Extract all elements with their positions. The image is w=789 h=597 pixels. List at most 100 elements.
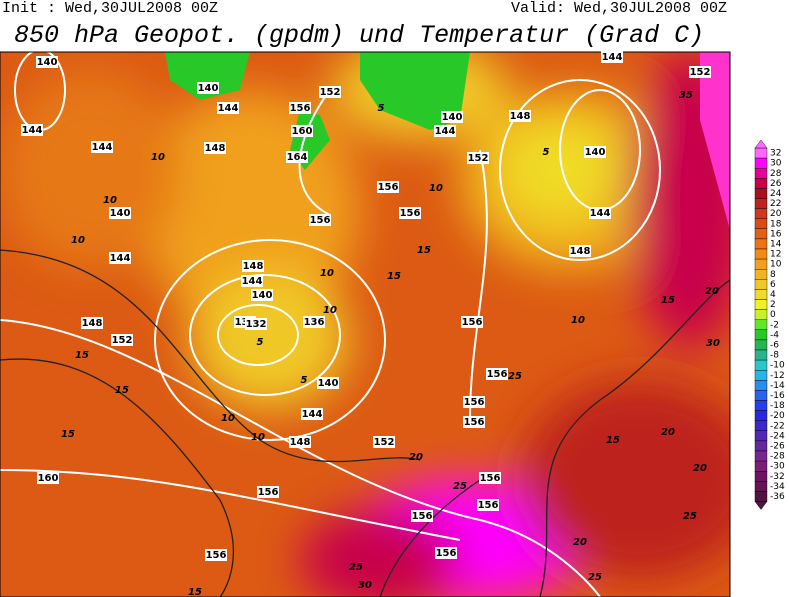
label-box bbox=[303, 316, 325, 328]
temperature-label: 20 bbox=[705, 286, 719, 297]
temperature-label: 10 bbox=[221, 413, 235, 424]
colorbar-cell bbox=[754, 269, 768, 280]
label-box bbox=[441, 111, 463, 123]
label-box bbox=[411, 510, 433, 522]
geopotential-label: 160 bbox=[292, 126, 313, 137]
colorbar-cell bbox=[754, 238, 768, 250]
geopotential-label: 140 bbox=[110, 208, 131, 219]
colorbar-label: 26 bbox=[770, 179, 782, 189]
map-frame bbox=[0, 51, 731, 597]
label-box bbox=[111, 334, 133, 346]
colorbar-cell bbox=[754, 157, 768, 169]
temperature-label: 20 bbox=[693, 463, 707, 474]
temperature-label: 25 bbox=[453, 481, 467, 492]
geopotential-label: 152 bbox=[374, 437, 395, 448]
colorbar-label: 32 bbox=[770, 149, 781, 159]
colorbar-cell bbox=[754, 370, 768, 381]
colorbar-label: -32 bbox=[770, 472, 785, 482]
colorbar-label: -28 bbox=[770, 452, 785, 462]
colorbar-cell bbox=[754, 410, 768, 421]
label-box bbox=[463, 396, 485, 408]
colorbar-label: 12 bbox=[770, 250, 781, 260]
label-box bbox=[434, 125, 456, 137]
colorbar: 32302826242220181614121086420-2-4-6-8-10… bbox=[754, 139, 785, 510]
geopotential-label: 140 bbox=[198, 83, 219, 94]
colorbar-label: -8 bbox=[770, 351, 779, 361]
label-box bbox=[204, 142, 226, 154]
colorbar-label: 20 bbox=[770, 209, 782, 219]
label-box bbox=[509, 110, 531, 122]
temperature-label: 10 bbox=[571, 315, 585, 326]
temperature-label: 30 bbox=[706, 338, 720, 349]
geopotential-label: 160 bbox=[38, 473, 59, 484]
colorbar-cell bbox=[754, 430, 768, 442]
label-box bbox=[467, 152, 489, 164]
label-box bbox=[377, 181, 399, 193]
colorbar-cell bbox=[754, 390, 768, 401]
temperature-label: 10 bbox=[323, 305, 337, 316]
geopotential-label: 144 bbox=[110, 253, 131, 264]
geopotential-label: 140 bbox=[585, 147, 606, 158]
geopotential-label: 156 bbox=[310, 215, 331, 226]
geopotential-label: 144 bbox=[242, 276, 263, 287]
label-box bbox=[399, 207, 421, 219]
colorbar-cell bbox=[754, 299, 768, 310]
label-box bbox=[36, 56, 58, 68]
geopotential-label: 144 bbox=[22, 125, 43, 136]
label-box bbox=[81, 317, 103, 329]
colorbar-cell bbox=[754, 208, 768, 219]
label-box bbox=[289, 436, 311, 448]
colorbar-label: 10 bbox=[770, 260, 782, 270]
colorbar-label: -16 bbox=[770, 391, 785, 401]
colorbar-cell bbox=[754, 329, 768, 341]
label-box bbox=[463, 416, 485, 428]
label-box bbox=[217, 102, 239, 114]
map bbox=[0, 52, 730, 597]
colorbar-label: -36 bbox=[770, 492, 785, 502]
colorbar-cell bbox=[754, 339, 768, 351]
geopotential-label: 148 bbox=[570, 246, 591, 257]
temperature-label: 10 bbox=[71, 235, 85, 246]
label-box bbox=[289, 102, 311, 114]
geopotential-label: 148 bbox=[205, 143, 226, 154]
colorbar-label: 0 bbox=[770, 310, 776, 320]
temperature-label: 15 bbox=[188, 587, 202, 597]
label-box bbox=[242, 260, 264, 272]
geopotential-label: 156 bbox=[462, 317, 483, 328]
geopotential-label: 156 bbox=[412, 511, 433, 522]
label-box bbox=[461, 316, 483, 328]
temperature-label: 15 bbox=[661, 295, 675, 306]
label-box bbox=[569, 245, 591, 257]
geopotential-label: 164 bbox=[287, 152, 308, 163]
colorbar-cell bbox=[754, 380, 768, 391]
geopotential-label: 156 bbox=[400, 208, 421, 219]
geopotential-label: 144 bbox=[92, 142, 113, 153]
colorbar-cell bbox=[754, 491, 768, 502]
geopotential-label: 144 bbox=[602, 52, 623, 63]
temperature-label: 15 bbox=[115, 385, 129, 396]
label-box bbox=[319, 86, 341, 98]
label-box bbox=[91, 141, 113, 153]
colorbar-label: 4 bbox=[770, 290, 776, 300]
label-box bbox=[205, 549, 227, 561]
temperature-label: 15 bbox=[75, 350, 89, 361]
temperature-label: 30 bbox=[358, 580, 372, 591]
geopotential-label: 156 bbox=[206, 550, 227, 561]
colorbar-cell bbox=[754, 400, 768, 411]
geopotential-label: 132 bbox=[246, 319, 267, 330]
geopotential-label: 136 bbox=[304, 317, 325, 328]
temperature-label: 15 bbox=[387, 271, 401, 282]
temperature-label: 10 bbox=[251, 432, 265, 443]
geopotential-label: 152 bbox=[468, 153, 489, 164]
temperature-label: 20 bbox=[409, 452, 423, 463]
label-box bbox=[241, 275, 263, 287]
colorbar-label: -2 bbox=[770, 320, 779, 330]
colorbar-cell bbox=[754, 258, 768, 270]
colorbar-label: 22 bbox=[770, 199, 781, 209]
valid-time: Valid: Wed,30JUL2008 00Z bbox=[511, 0, 727, 17]
colorbar-cell bbox=[754, 481, 768, 492]
geopotential-label: 148 bbox=[82, 318, 103, 329]
colorbar-label: 24 bbox=[770, 189, 782, 199]
colorbar-label: 30 bbox=[770, 159, 782, 169]
